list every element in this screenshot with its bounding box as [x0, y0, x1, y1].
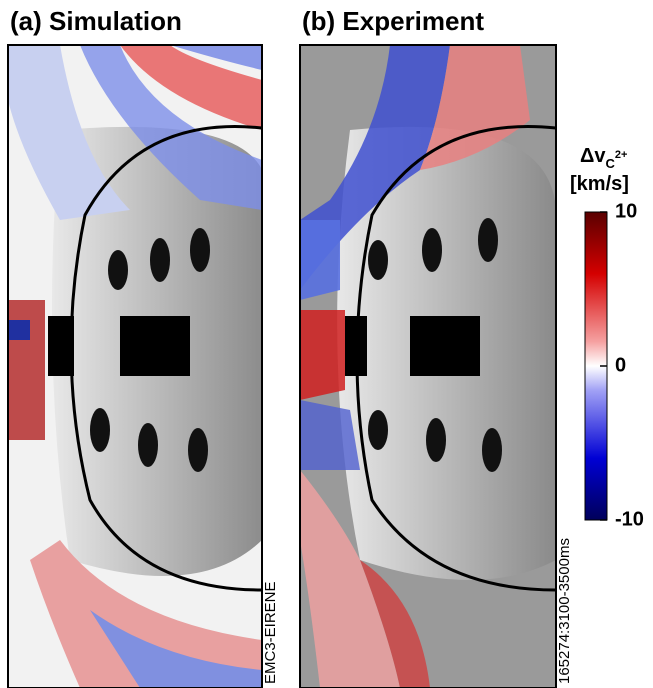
- colorbar-tick-label: 10: [615, 200, 637, 222]
- panel-title: (a) Simulation: [10, 6, 182, 36]
- colorbar-symbol: Δv: [580, 145, 606, 167]
- colorbar-superscript: 2+: [615, 149, 628, 161]
- colorbar-tick-label: -10: [615, 508, 644, 530]
- colorbar-tick-label: 0: [615, 354, 626, 376]
- panel-caption: 165274:3100-3500ms: [556, 538, 573, 684]
- panel-caption: EMC3-EIRENE: [262, 581, 279, 684]
- figure: (a) Simulation (b) Experiment EMC3-EIREN…: [0, 0, 653, 688]
- panel-a-image: [8, 45, 267, 688]
- panel-title: (b) Experiment: [302, 6, 484, 36]
- colorbar-unit: [km/s]: [570, 173, 629, 195]
- panel-b-image: [300, 45, 556, 688]
- colorbar-label: ΔvC2+: [580, 145, 627, 171]
